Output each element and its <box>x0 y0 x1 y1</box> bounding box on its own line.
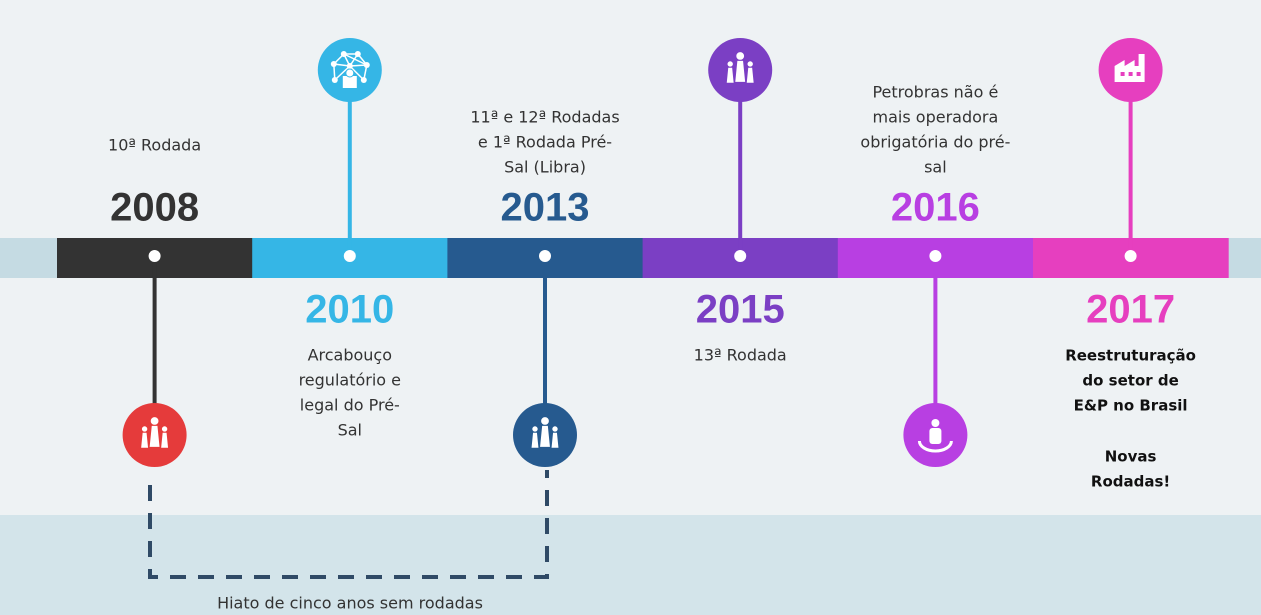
window <box>1128 72 1133 76</box>
piece-head <box>746 60 754 68</box>
piece-body <box>725 66 735 84</box>
piece-head <box>726 60 734 68</box>
dot <box>539 250 551 262</box>
description: E&P no Brasil <box>1074 397 1188 415</box>
description: Sal (Libra) <box>504 158 586 177</box>
icon-glyph <box>140 416 170 449</box>
piece-head <box>160 425 169 433</box>
description: regulatório e <box>299 371 401 390</box>
description: legal do Pré- <box>300 396 400 415</box>
piece-body <box>530 431 540 449</box>
person-body <box>929 428 942 444</box>
dot <box>734 250 747 262</box>
year: 2010 <box>305 288 394 332</box>
description: Petrobras não é <box>872 83 998 102</box>
net-link <box>334 65 351 81</box>
arrow-arc <box>917 440 953 453</box>
net-node <box>331 77 338 83</box>
description: obrigatória do pré- <box>860 133 1010 152</box>
dot <box>1124 250 1137 262</box>
description: sal <box>924 158 947 177</box>
icon-glyph <box>330 51 370 88</box>
gap-caption: Hiato de cinco anos sem rodadas <box>217 594 483 613</box>
description: mais operadora <box>873 108 999 127</box>
net-node <box>360 77 367 83</box>
year: 2016 <box>891 186 980 230</box>
icon-glyph <box>1114 54 1145 82</box>
dot <box>343 250 356 262</box>
gap-line <box>148 470 549 579</box>
piece-body <box>745 66 755 84</box>
description: Rodadas! <box>1091 473 1170 491</box>
piece-body <box>538 424 552 448</box>
year: 2017 <box>1086 288 1175 332</box>
year: 2013 <box>501 186 590 230</box>
net-node <box>346 63 353 69</box>
net-link <box>343 53 368 66</box>
person-head <box>931 419 940 427</box>
piece-head <box>540 416 550 426</box>
net-node <box>330 61 337 67</box>
window <box>1136 72 1141 76</box>
piece-head <box>149 416 160 426</box>
piece-body <box>148 424 161 448</box>
description: 10ª Rodada <box>108 136 201 155</box>
net-node <box>340 51 347 57</box>
dot <box>929 250 942 262</box>
description: e 1ª Rodada Pré- <box>478 133 612 152</box>
net-node <box>354 51 361 57</box>
description: do setor de <box>1082 372 1178 390</box>
description: Arcabouço <box>308 346 392 365</box>
piece-head <box>140 425 149 433</box>
icon-glyph <box>725 51 755 84</box>
description: Reestruturação <box>1065 347 1196 365</box>
window <box>1120 72 1125 76</box>
piece-head <box>551 425 559 433</box>
icon-glyph <box>917 419 953 453</box>
piece-body <box>734 59 747 83</box>
piece-head <box>531 425 539 433</box>
description: Sal <box>338 421 362 440</box>
description: 13ª Rodada <box>694 346 787 365</box>
description: 11ª e 12ª Rodadas <box>470 108 619 127</box>
piece-head <box>735 51 746 61</box>
piece-body <box>550 431 560 449</box>
net-link <box>349 65 365 81</box>
icon-glyph <box>530 416 560 449</box>
person-head <box>345 68 355 78</box>
dot <box>148 250 161 262</box>
description: Novas <box>1105 448 1157 466</box>
piece-body <box>140 431 150 449</box>
net-node <box>363 62 370 68</box>
person-box <box>342 76 357 88</box>
piece-body <box>160 431 170 449</box>
year: 2008 <box>110 186 199 230</box>
year: 2015 <box>696 288 785 332</box>
